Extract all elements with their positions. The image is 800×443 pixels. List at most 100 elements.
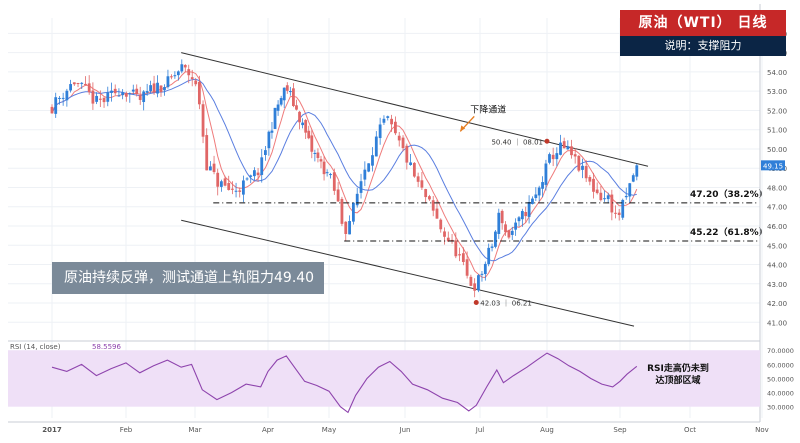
candle-body: [534, 194, 538, 199]
chart-title: 原油（WTI） 日线: [620, 10, 786, 36]
candle-body: [50, 106, 54, 114]
candle-body: [562, 141, 566, 149]
candle-body: [76, 83, 80, 85]
candle-body: [483, 263, 487, 275]
candle: [359, 173, 363, 199]
candle-body: [313, 152, 317, 154]
candle: [621, 198, 625, 220]
candle-body: [65, 90, 69, 101]
candle: [390, 114, 393, 132]
candle: [276, 100, 280, 116]
candle: [541, 176, 544, 198]
candle: [348, 215, 351, 235]
candle: [577, 155, 581, 173]
candle: [494, 229, 497, 249]
candle-body: [477, 275, 480, 291]
candle: [581, 158, 584, 179]
candle: [69, 79, 72, 93]
candle-body: [279, 98, 283, 105]
candle: [562, 137, 566, 149]
x-tick-label: Sep: [613, 426, 627, 434]
x-tick-label: Feb: [120, 426, 133, 434]
candle: [316, 148, 320, 163]
candle: [61, 92, 65, 106]
y-tick-label: 43.00: [767, 281, 787, 289]
candle-body: [170, 76, 173, 78]
candle-body: [58, 97, 61, 99]
candle-body: [624, 195, 628, 198]
candle-body: [570, 146, 573, 156]
candle-body: [393, 121, 397, 134]
candle-body: [461, 253, 465, 263]
candle: [124, 91, 128, 102]
candle: [517, 216, 521, 227]
candle-body: [252, 170, 256, 177]
candle: [159, 85, 163, 97]
candle-body: [110, 90, 113, 93]
y-tick-label: 42.00: [767, 300, 787, 308]
candle-body: [412, 162, 416, 177]
candle: [58, 96, 61, 105]
candle: [378, 117, 382, 145]
candle: [461, 247, 465, 266]
candle: [487, 243, 491, 267]
candle-body: [304, 120, 308, 133]
candle: [504, 221, 507, 236]
candle: [230, 181, 234, 195]
candle: [54, 92, 58, 118]
channel-annotation: 下降通道: [470, 103, 506, 115]
candle: [135, 84, 139, 97]
candle: [241, 175, 245, 203]
candle: [514, 218, 518, 236]
candle-body: [197, 81, 201, 105]
candle: [273, 107, 277, 130]
candle: [80, 82, 84, 90]
candle-body: [500, 210, 504, 224]
candle-body: [584, 166, 588, 179]
candle-body: [559, 142, 562, 155]
candle: [617, 208, 621, 221]
candle-body: [234, 190, 238, 192]
candle: [117, 88, 121, 97]
candle-body: [351, 202, 355, 222]
candle: [156, 75, 159, 98]
candle-body: [428, 196, 431, 200]
candle: [142, 90, 146, 111]
candle: [256, 168, 260, 182]
candle: [610, 189, 614, 221]
candle: [603, 190, 606, 202]
candle-body: [163, 87, 166, 91]
candle-body: [61, 97, 65, 99]
x-tick-label: Aug: [540, 426, 554, 434]
candle-body: [223, 178, 227, 186]
candle: [219, 179, 223, 192]
candle: [584, 160, 588, 183]
candle: [298, 110, 301, 130]
candle-body: [621, 199, 625, 218]
swing-low-marker: [473, 299, 479, 305]
candle: [465, 251, 469, 279]
callout-box: 原油持续反弹，测试通道上轨阻力49.40: [52, 262, 324, 294]
candle: [551, 147, 555, 167]
y-tick-label: 45.00: [767, 242, 787, 250]
candle: [624, 187, 628, 200]
candle-body: [614, 212, 617, 214]
candle: [606, 192, 610, 204]
candle-body: [54, 97, 58, 114]
y-tick-label: 41.00: [767, 319, 787, 327]
axis-layer: 56.0055.0054.0053.0052.0051.0050.0049.00…: [8, 4, 787, 434]
candle: [113, 84, 117, 96]
candle: [458, 247, 461, 262]
candle-body: [371, 155, 374, 166]
candle-body: [270, 130, 274, 133]
candle-body: [541, 182, 544, 189]
candle: [469, 274, 473, 287]
candle: [329, 172, 332, 179]
candle: [304, 119, 308, 140]
candle-body: [450, 239, 454, 241]
candle-body: [138, 95, 142, 100]
candle-body: [173, 75, 177, 77]
candle-body: [374, 136, 378, 157]
